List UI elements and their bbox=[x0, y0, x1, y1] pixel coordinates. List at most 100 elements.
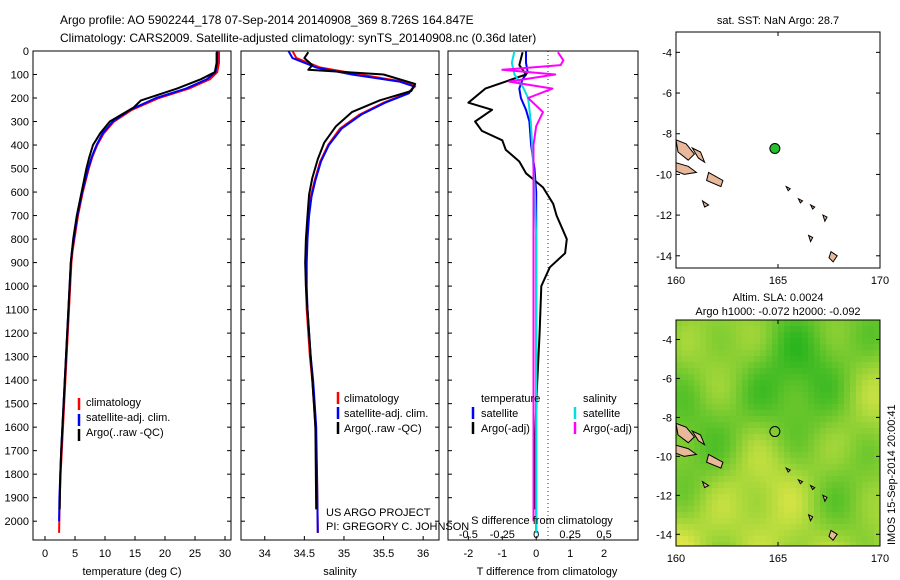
sla-cell bbox=[742, 530, 749, 537]
sla-cell bbox=[868, 350, 875, 357]
sla-cell bbox=[838, 446, 845, 453]
sla-cell bbox=[868, 446, 875, 453]
sla-cell bbox=[832, 344, 839, 351]
sla-cell bbox=[736, 518, 743, 525]
sla-cell bbox=[718, 404, 725, 411]
sla-cell bbox=[796, 392, 803, 399]
sla-cell bbox=[790, 428, 797, 435]
sla-cell bbox=[730, 452, 737, 459]
sla-cell bbox=[784, 356, 791, 363]
sla-cell bbox=[760, 404, 767, 411]
depth-tick-label: 400 bbox=[11, 140, 29, 152]
sla-cell bbox=[700, 464, 707, 471]
sla-cell bbox=[676, 410, 683, 417]
sla-cell bbox=[820, 452, 827, 459]
sla-cell bbox=[772, 404, 779, 411]
sla-cell bbox=[844, 362, 851, 369]
salinity-panel: 34 34.5 35 35.5 36 salinity climatology sate… bbox=[240, 50, 469, 578]
sla-cell bbox=[760, 374, 767, 381]
sla-cell bbox=[706, 410, 713, 417]
sla-cell bbox=[766, 392, 773, 399]
sla-cell bbox=[868, 494, 875, 501]
sla-cell bbox=[826, 512, 833, 519]
sla-cell bbox=[814, 368, 821, 375]
sla-cell bbox=[832, 326, 839, 333]
sla-cell bbox=[694, 404, 701, 411]
sla-cell bbox=[700, 362, 707, 369]
sla-cell bbox=[682, 488, 689, 495]
sla-cell bbox=[796, 500, 803, 507]
legend-label-argo: Argo(..raw -QC) bbox=[344, 423, 422, 435]
sla-cell bbox=[850, 326, 857, 333]
sla-cell bbox=[706, 506, 713, 513]
sla-cell bbox=[694, 350, 701, 357]
lat-tick-label: -6 bbox=[662, 373, 672, 385]
argo-location-marker bbox=[769, 142, 781, 154]
sla-cell bbox=[736, 374, 743, 381]
sla-cell bbox=[676, 476, 683, 483]
sla-cell bbox=[826, 356, 833, 363]
sla-cell bbox=[832, 512, 839, 519]
sla-cell bbox=[706, 464, 713, 471]
sla-cell bbox=[868, 356, 875, 363]
sla-cell bbox=[736, 452, 743, 459]
sla-cell bbox=[730, 332, 737, 339]
sla-cell bbox=[826, 536, 833, 543]
sla-cell bbox=[742, 488, 749, 495]
sla-cell bbox=[856, 530, 863, 537]
sla-cell bbox=[682, 494, 689, 501]
sla-cell bbox=[862, 422, 869, 429]
salinity-lines bbox=[287, 51, 417, 533]
sla-cell bbox=[682, 398, 689, 405]
sla-cell bbox=[766, 326, 773, 333]
sla-cell bbox=[694, 458, 701, 465]
sla-cell bbox=[754, 524, 761, 531]
sla-cell bbox=[766, 356, 773, 363]
sla-cell bbox=[772, 416, 779, 423]
sla-cell bbox=[718, 452, 725, 459]
sla-cell bbox=[874, 332, 880, 339]
sla-cell bbox=[868, 530, 875, 537]
island bbox=[809, 484, 816, 491]
sla-cell bbox=[766, 506, 773, 513]
sla-cell bbox=[718, 434, 725, 441]
sla-cell bbox=[862, 488, 869, 495]
sla-cell bbox=[832, 386, 839, 393]
sla-cell bbox=[856, 326, 863, 333]
sla-cell bbox=[784, 518, 791, 525]
sla-cell bbox=[688, 422, 695, 429]
sla-cell bbox=[802, 452, 809, 459]
sla-cell bbox=[778, 542, 785, 546]
sla-cell bbox=[706, 356, 713, 363]
sla-cell bbox=[838, 350, 845, 357]
sla-cell bbox=[748, 446, 755, 453]
sla-cell bbox=[844, 350, 851, 357]
sla-cell bbox=[862, 338, 869, 345]
sla-cell bbox=[874, 434, 880, 441]
sla-cell bbox=[808, 428, 815, 435]
sla-cell bbox=[694, 386, 701, 393]
island bbox=[822, 494, 828, 503]
sla-cell bbox=[862, 500, 869, 507]
sla-cell bbox=[676, 362, 683, 369]
sla-cell bbox=[724, 464, 731, 471]
sla-cell bbox=[736, 542, 743, 546]
sla-cell bbox=[850, 536, 857, 543]
sla-cell bbox=[754, 530, 761, 537]
sla-cell bbox=[838, 518, 845, 525]
sla-cell bbox=[808, 476, 815, 483]
sla-cell bbox=[682, 386, 689, 393]
sla-cell bbox=[826, 464, 833, 471]
sla-cell bbox=[826, 476, 833, 483]
sla-cell bbox=[682, 530, 689, 537]
sla-cell bbox=[820, 410, 827, 417]
sla-cell bbox=[796, 506, 803, 513]
coastline bbox=[676, 139, 838, 263]
sla-cell bbox=[724, 494, 731, 501]
sla-cell bbox=[790, 416, 797, 423]
sla-cell bbox=[796, 512, 803, 519]
sla-cell bbox=[676, 488, 683, 495]
sla-cell bbox=[832, 452, 839, 459]
sla-cell bbox=[676, 482, 683, 489]
island bbox=[785, 467, 792, 473]
